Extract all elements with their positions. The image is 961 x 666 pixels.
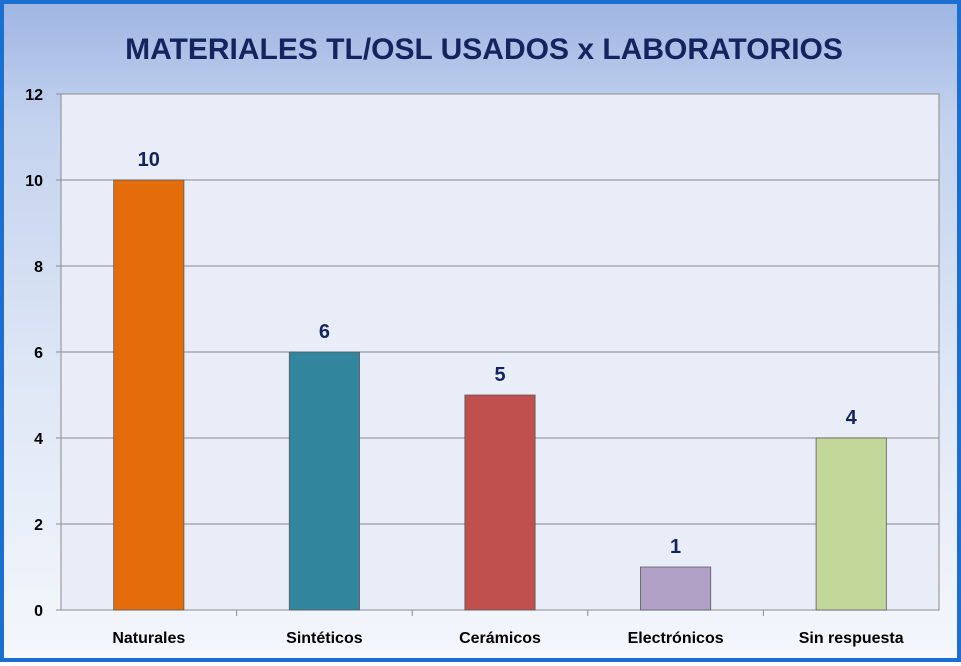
y-tick-label: 10 bbox=[25, 173, 43, 190]
plot-area: 0 2 4 6 8 10 12 10 Naturales 6 Sintéticos 5 Cerámico… bbox=[25, 87, 940, 647]
bar-4 bbox=[640, 566, 712, 611]
y-tick-label: 6 bbox=[34, 345, 43, 362]
data-label-4: 1 bbox=[670, 536, 681, 558]
y-tick-label: 8 bbox=[34, 259, 43, 276]
category-label-3: Cerámicos bbox=[459, 630, 541, 647]
bar-5 bbox=[815, 437, 887, 611]
bar-3 bbox=[464, 394, 536, 611]
category-label-2: Sintéticos bbox=[286, 630, 363, 647]
y-tick-label: 0 bbox=[34, 603, 43, 620]
category-label-4: Electrónicos bbox=[628, 630, 724, 647]
data-label-2: 6 bbox=[319, 321, 330, 343]
category-label-1: Naturales bbox=[112, 630, 185, 647]
data-label-3: 5 bbox=[494, 364, 505, 386]
bar-chart: MATERIALES TL/OSL USADOS x LABORATORIOS … bbox=[25, 33, 940, 647]
bar-1 bbox=[113, 179, 185, 611]
chart-title: MATERIALES TL/OSL USADOS x LABORATORIOS bbox=[125, 33, 843, 66]
y-tick-label: 4 bbox=[34, 431, 43, 448]
data-label-1: 10 bbox=[138, 149, 160, 171]
data-label-5: 4 bbox=[846, 407, 858, 429]
bar-2 bbox=[288, 351, 360, 611]
y-tick-label: 12 bbox=[25, 87, 43, 104]
category-label-5: Sin respuesta bbox=[799, 630, 904, 647]
y-tick-label: 2 bbox=[34, 517, 43, 534]
